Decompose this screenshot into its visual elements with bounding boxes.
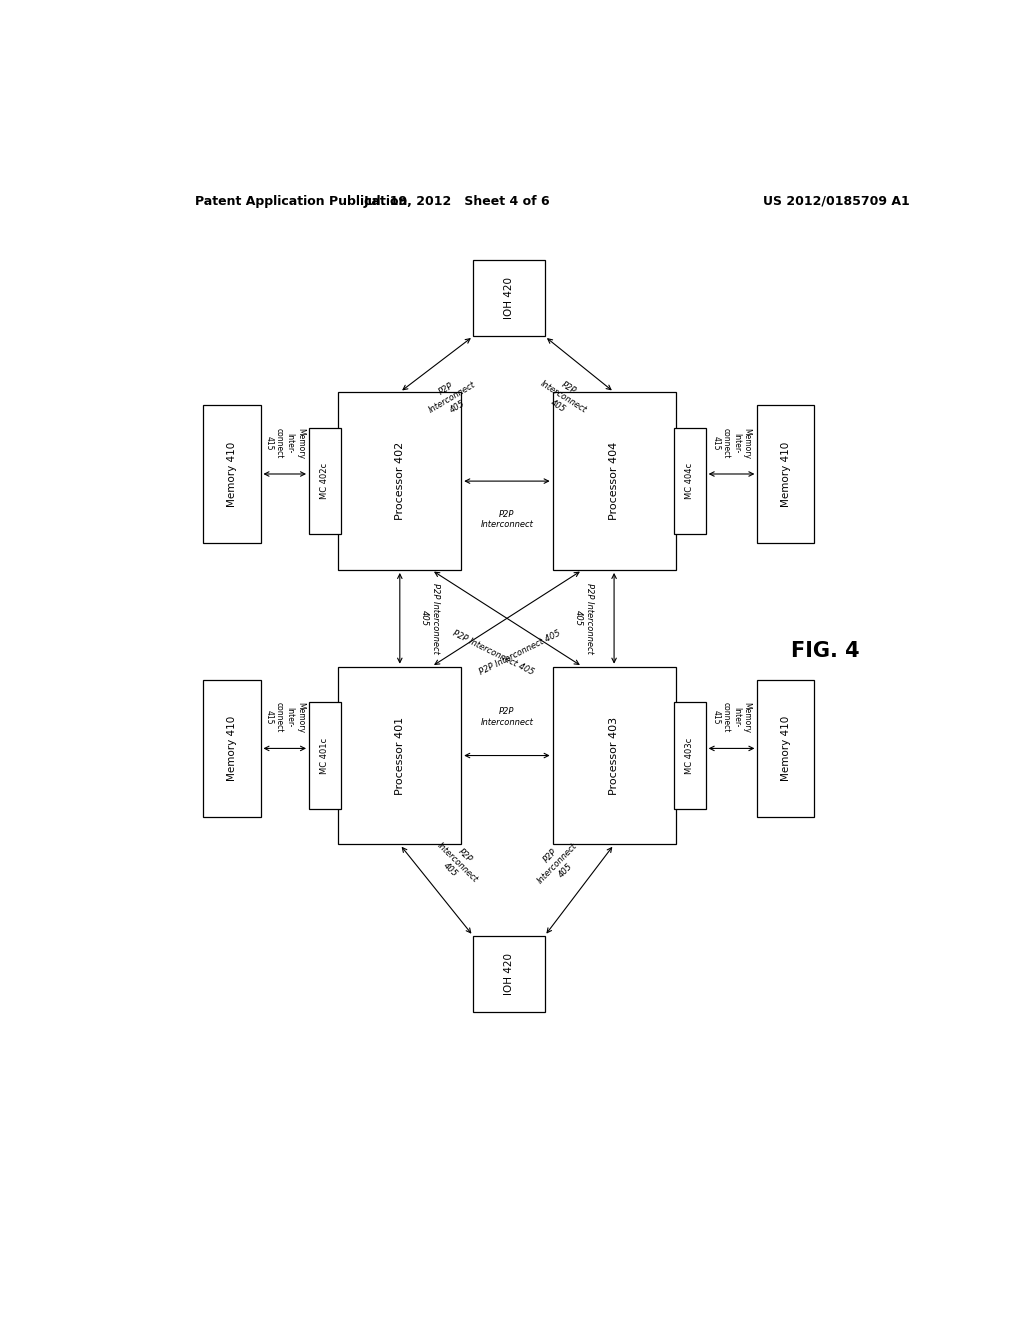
Bar — [674, 428, 706, 535]
Text: Memory
Inter-
connect
415: Memory Inter- connect 415 — [712, 428, 752, 459]
Text: Memory
Inter-
connect
415: Memory Inter- connect 415 — [264, 702, 305, 733]
Text: Processor 401: Processor 401 — [395, 717, 404, 795]
Text: Memory
Inter-
connect
415: Memory Inter- connect 415 — [264, 428, 305, 459]
Text: MC 401c: MC 401c — [321, 738, 330, 774]
Text: Processor 402: Processor 402 — [395, 442, 404, 520]
Text: P2P Interconnect
405: P2P Interconnect 405 — [574, 583, 594, 653]
Text: MC 402c: MC 402c — [321, 463, 330, 499]
Bar — [553, 392, 676, 570]
Text: Memory 410: Memory 410 — [781, 715, 791, 781]
Bar — [204, 680, 260, 817]
Text: Memory
Inter-
connect
415: Memory Inter- connect 415 — [712, 702, 752, 733]
Text: P2P
Interconnect: P2P Interconnect — [480, 708, 534, 726]
Text: IOH 420: IOH 420 — [504, 277, 514, 319]
Text: FIG. 4: FIG. 4 — [791, 642, 859, 661]
Text: Patent Application Publication: Patent Application Publication — [196, 194, 408, 207]
Text: P2P Interconnect 405: P2P Interconnect 405 — [478, 628, 562, 677]
Bar — [758, 405, 814, 543]
Text: P2P
Interconnect: P2P Interconnect — [480, 510, 534, 529]
Bar — [338, 667, 462, 845]
Text: Jul. 19, 2012   Sheet 4 of 6: Jul. 19, 2012 Sheet 4 of 6 — [364, 194, 551, 207]
Text: P2P
Interconnect
405: P2P Interconnect 405 — [528, 834, 587, 892]
Bar — [674, 702, 706, 809]
Text: Memory 410: Memory 410 — [227, 715, 237, 781]
Bar — [473, 260, 545, 337]
Text: P2P
Interconnect
405: P2P Interconnect 405 — [422, 371, 482, 424]
Text: Memory 410: Memory 410 — [227, 441, 237, 507]
Text: P2P Interconnect
405: P2P Interconnect 405 — [420, 583, 439, 653]
Text: US 2012/0185709 A1: US 2012/0185709 A1 — [763, 194, 909, 207]
Text: P2P Interconnect 405: P2P Interconnect 405 — [452, 628, 536, 677]
Text: Processor 403: Processor 403 — [609, 717, 620, 795]
Text: MC 403c: MC 403c — [685, 738, 694, 774]
Bar — [758, 680, 814, 817]
Text: Processor 404: Processor 404 — [609, 442, 620, 520]
Text: P2P
Interconnect
405: P2P Interconnect 405 — [428, 833, 486, 891]
Text: IOH 420: IOH 420 — [504, 953, 514, 995]
Text: P2P
Interconnect
405: P2P Interconnect 405 — [534, 370, 594, 424]
Bar — [553, 667, 676, 845]
Text: Memory 410: Memory 410 — [781, 441, 791, 507]
Bar — [309, 702, 341, 809]
Bar — [309, 428, 341, 535]
Bar — [473, 936, 545, 1012]
Text: MC 404c: MC 404c — [685, 463, 694, 499]
Bar — [204, 405, 260, 543]
Bar — [338, 392, 462, 570]
